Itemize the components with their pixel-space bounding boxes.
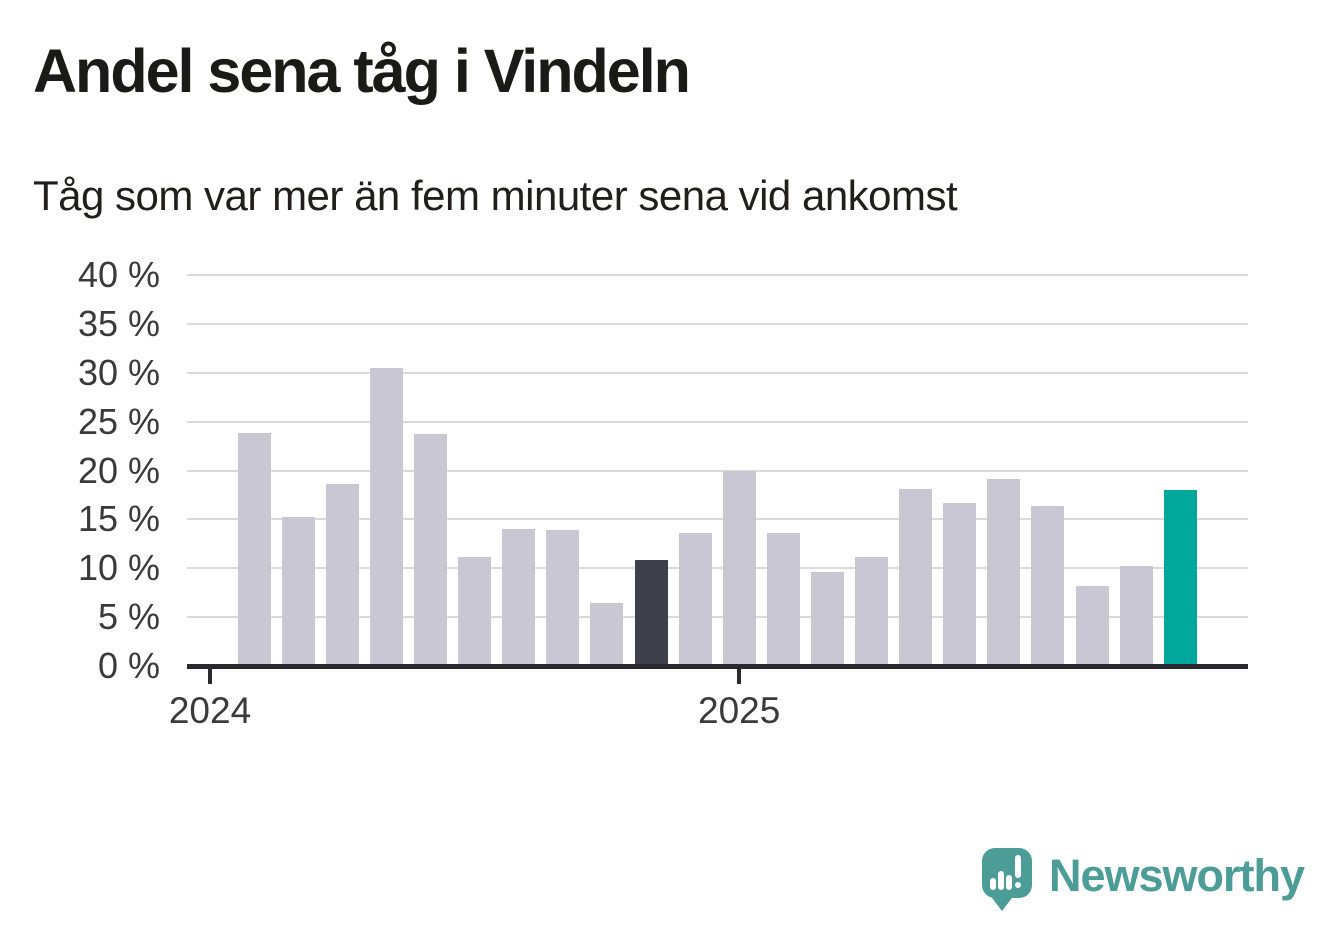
- bar: [1119, 566, 1153, 666]
- bar: [899, 489, 933, 666]
- gridline: [187, 371, 1248, 374]
- bar: [943, 502, 977, 666]
- speech-bubble-tail-icon: [989, 894, 1015, 911]
- x-axis-year-label: 2024: [168, 690, 252, 731]
- bar: [855, 557, 888, 666]
- bar: [810, 572, 844, 666]
- bar: [1075, 585, 1109, 666]
- gridline: [187, 274, 1248, 276]
- bar: [414, 434, 447, 666]
- x-axis-year-label: 2025: [698, 690, 781, 731]
- bar: [369, 367, 403, 666]
- y-axis-tick-label: 5 %: [97, 596, 160, 638]
- y-axis-tick-label: 20 %: [77, 449, 160, 491]
- speech-bubble-chart-icon: [982, 848, 1032, 898]
- logo-bar-icon: [1006, 875, 1012, 890]
- y-axis-tick-label: 35 %: [77, 302, 160, 344]
- y-axis-tick-label: 30 %: [77, 351, 160, 393]
- gridline: [187, 322, 1248, 325]
- bar: [458, 557, 492, 666]
- gridline: [187, 469, 1248, 472]
- bar: [722, 470, 756, 666]
- y-axis-tick-label: 40 %: [77, 254, 160, 295]
- newsworthy-logo: Newsworthy: [982, 848, 1322, 928]
- chart-subtitle: Tåg som var mer än fem minuter sena vid …: [33, 172, 958, 219]
- bar-highlight-previous-year: [634, 560, 668, 666]
- x-axis-tick: [208, 669, 212, 684]
- logo-exclamation-dot-icon: [1015, 882, 1021, 888]
- gridline: [187, 518, 1248, 521]
- logo-bar-icon: [998, 871, 1004, 890]
- bar: [766, 533, 800, 666]
- bar: [237, 433, 271, 666]
- bar-highlight-current: [1163, 490, 1197, 666]
- gridline: [187, 420, 1248, 423]
- y-axis-tick-label: 15 %: [77, 498, 160, 540]
- y-axis-tick-label: 25 %: [77, 400, 160, 442]
- x-axis-line: [187, 664, 1248, 669]
- logo-exclamation-icon: [1015, 855, 1021, 878]
- bar: [1031, 505, 1065, 666]
- bar: [987, 479, 1021, 666]
- newsworthy-brand-text: Newsworthy: [1049, 850, 1305, 901]
- bar: [590, 603, 624, 666]
- bar: [678, 533, 712, 666]
- gridline: [187, 567, 1248, 570]
- bar: [502, 529, 536, 666]
- gridline: [187, 616, 1248, 619]
- bar: [325, 484, 359, 666]
- bar: [281, 517, 315, 666]
- logo-bar-icon: [990, 878, 996, 890]
- y-axis-tick-label: 0 %: [97, 645, 160, 686]
- chart-title: Andel sena tåg i Vindeln: [33, 37, 691, 105]
- x-axis-tick: [737, 669, 742, 684]
- bar: [546, 530, 580, 666]
- y-axis-tick-label: 10 %: [77, 547, 160, 589]
